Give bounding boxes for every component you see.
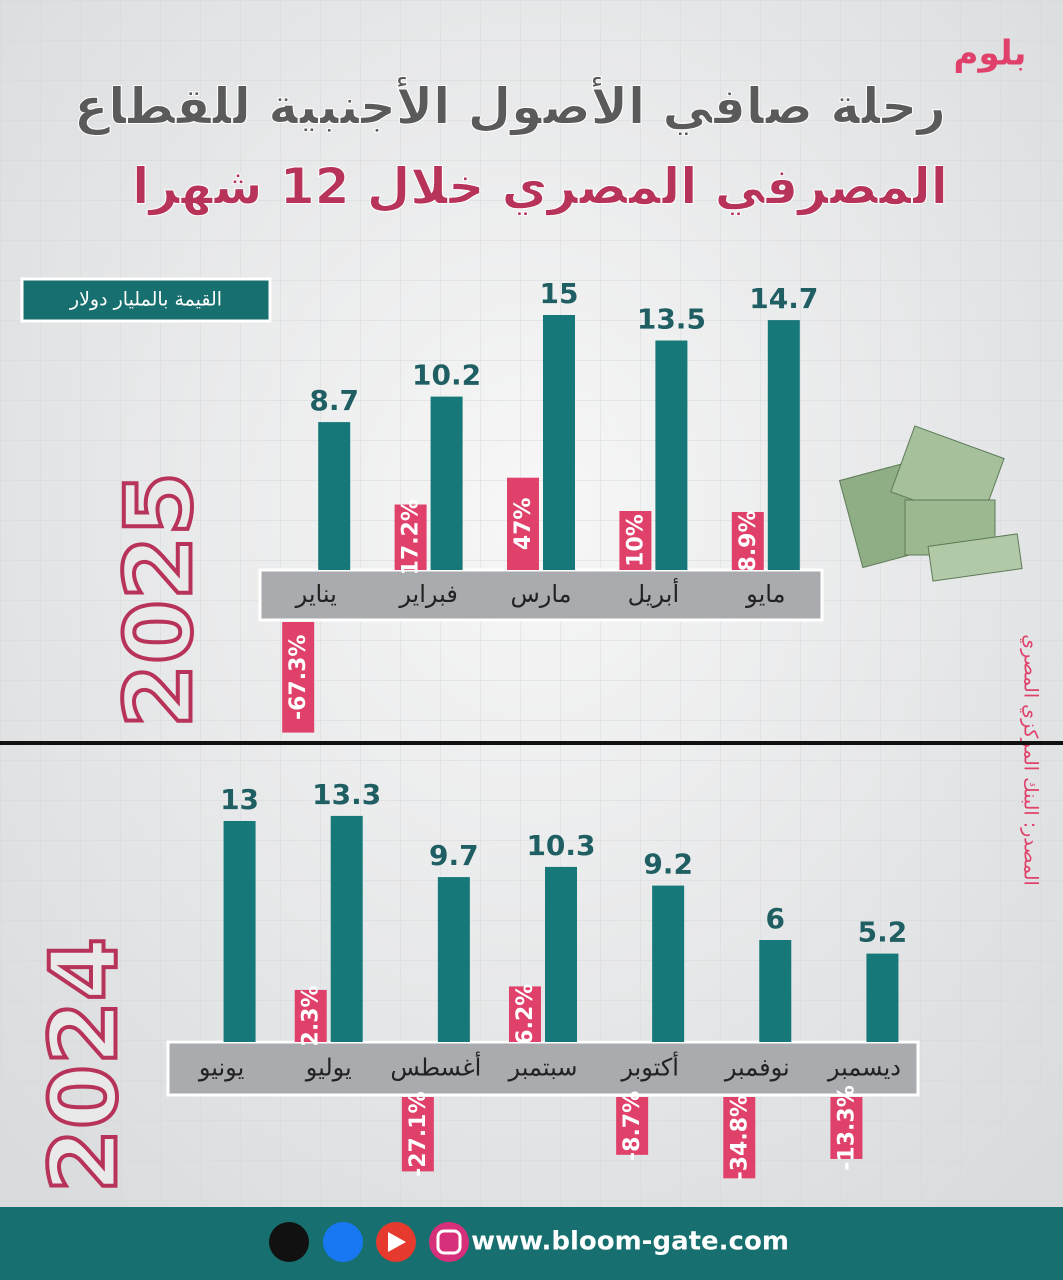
change-bar <box>830 1097 863 1159</box>
value-bar <box>866 953 899 1042</box>
change-bar <box>507 477 539 570</box>
unit-note: القيمة بالمليار دولار <box>69 289 222 311</box>
value-label: 15 <box>540 277 579 310</box>
brand: بلوم <box>954 34 1027 74</box>
x-tick-label: نوفمبر <box>724 1054 790 1082</box>
change-bar <box>731 511 764 570</box>
value-bar <box>543 315 575 570</box>
value-bar <box>430 396 463 570</box>
value-label: 13.5 <box>637 303 706 336</box>
change-label: 10% <box>623 514 648 567</box>
change-bar <box>616 1097 649 1155</box>
value-bar <box>318 422 351 570</box>
value-label: 13 <box>220 783 259 816</box>
value-label: 9.2 <box>643 848 693 881</box>
value-bar <box>759 940 792 1042</box>
change-label: -13.3% <box>834 1085 859 1170</box>
value-label: 5.2 <box>858 916 908 949</box>
value-bar <box>330 815 363 1042</box>
value-bar <box>437 877 470 1042</box>
value-bar <box>767 320 800 570</box>
change-label: -67.3% <box>286 635 311 720</box>
category-strip <box>258 568 824 622</box>
social-icons <box>269 1222 469 1262</box>
x-tick-label: مارس <box>510 580 571 608</box>
value-bar <box>652 885 685 1042</box>
change-label: -27.1% <box>406 1091 431 1176</box>
change-label: -8.7% <box>620 1091 645 1161</box>
change-bar <box>282 622 315 733</box>
value-label: 6 <box>766 902 785 935</box>
change-label: -34.8% <box>727 1095 752 1180</box>
change-label: 6.2% <box>513 984 538 1045</box>
year-label: 2024 <box>30 937 137 1193</box>
value-label: 9.7 <box>429 839 479 872</box>
x-tick-label: أبريل <box>628 578 679 608</box>
unit-box <box>20 277 272 323</box>
value-bar <box>545 866 577 1042</box>
value-label: 8.7 <box>309 384 359 417</box>
change-label: 2.3% <box>299 985 324 1046</box>
source: المصدر: البنك المركزي المصري <box>1020 634 1042 886</box>
x-tick-label: أكتوبر <box>620 1052 679 1082</box>
footer <box>0 1207 1063 1280</box>
value-label: 10.2 <box>412 359 481 392</box>
website: www.bloom-gate.com <box>471 1227 789 1257</box>
money-illustration <box>838 425 1023 582</box>
change-bar <box>723 1097 756 1179</box>
change-label: 17.2% <box>399 499 424 575</box>
value-label: 13.3 <box>312 778 381 811</box>
change-label: 47% <box>511 498 536 551</box>
x-tick-label: مايو <box>745 580 785 608</box>
x-tick-label: يناير <box>295 580 337 608</box>
category-strip <box>166 1040 920 1097</box>
value-label: 14.7 <box>749 282 818 315</box>
change-bar <box>394 504 427 570</box>
change-label: 8.9% <box>736 510 761 571</box>
change-bar <box>619 511 652 570</box>
x-tick-label: ديسمبر <box>827 1054 901 1082</box>
value-bar <box>655 340 688 570</box>
x-tick-label: يونيو <box>198 1054 244 1082</box>
title-line1: رحلة صافي الأصول الأجنبية للقطاع <box>74 76 946 137</box>
x-tick-label: سبتمبر <box>508 1054 578 1082</box>
change-bar <box>294 989 327 1042</box>
x-tick-label: أغسطس <box>390 1052 481 1082</box>
x-tick-label: فبراير <box>398 580 458 608</box>
change-bar <box>509 986 541 1042</box>
value-bar <box>223 821 256 1042</box>
title-line2: المصرفي المصري خلال 12 شهرا <box>132 158 948 217</box>
x-tick-label: يوليو <box>305 1054 352 1082</box>
change-bar <box>401 1097 434 1172</box>
year-label: 2025 <box>105 472 212 728</box>
value-label: 10.3 <box>526 829 595 862</box>
